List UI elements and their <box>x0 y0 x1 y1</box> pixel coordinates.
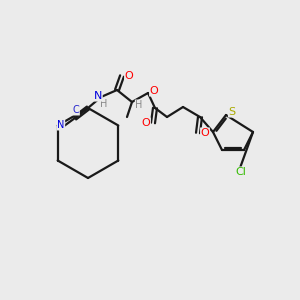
Text: H: H <box>100 99 108 109</box>
Text: O: O <box>150 86 158 96</box>
Text: N: N <box>57 120 65 130</box>
Text: H: H <box>135 100 143 110</box>
Text: N: N <box>94 91 102 101</box>
Text: O: O <box>124 71 134 81</box>
Text: O: O <box>142 118 150 128</box>
Text: O: O <box>201 128 209 138</box>
Text: C: C <box>73 105 80 115</box>
Text: S: S <box>228 107 236 117</box>
Text: Cl: Cl <box>236 167 246 177</box>
